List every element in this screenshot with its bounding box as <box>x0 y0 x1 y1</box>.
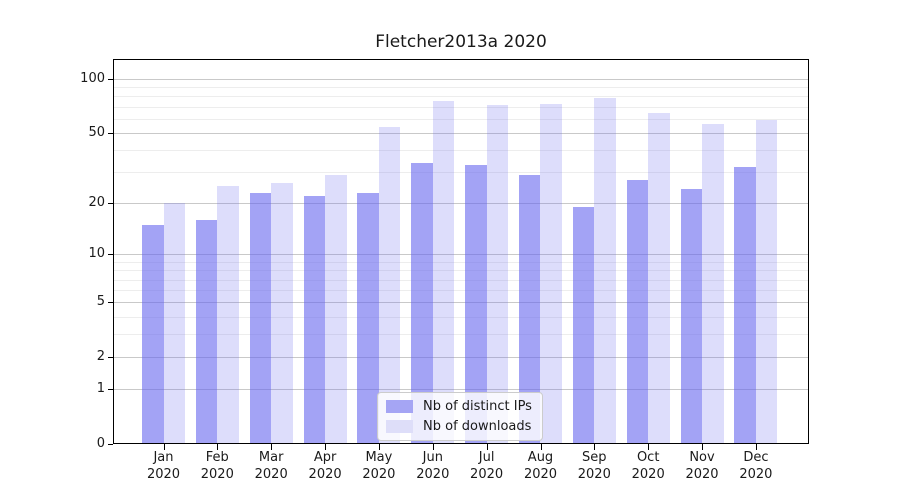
gridline-major-100 <box>113 78 809 80</box>
legend-item-downloads: Nb of downloads <box>386 419 532 434</box>
legend-label-downloads: Nb of downloads <box>423 419 532 434</box>
bar-downloads-jan-2020 <box>163 203 185 444</box>
x-tick-mark-7 <box>486 444 488 450</box>
bar-downloads-dec-2020 <box>755 120 778 444</box>
x-tick-mark-8 <box>540 444 542 450</box>
bar-distinct-ips-aug-2020 <box>518 174 541 444</box>
x-tick-mark-10 <box>648 444 650 450</box>
legend-patch-ips-swatch <box>386 400 413 413</box>
gridline-minor-8 <box>113 270 809 272</box>
y-tick-label-0: 0 <box>96 436 105 451</box>
y-tick-label-5: 5 <box>96 294 105 310</box>
bar-downloads-apr-2020 <box>325 174 347 444</box>
y-tick-mark-0 <box>108 444 113 446</box>
bar-distinct-ips-jan-2020 <box>142 224 164 444</box>
bar-distinct-ips-may-2020 <box>357 192 379 444</box>
bar-distinct-ips-nov-2020 <box>680 189 702 444</box>
y-tick-mark-5 <box>108 302 113 304</box>
bar-distinct-ips-feb-2020 <box>195 219 218 444</box>
bar-distinct-ips-dec-2020 <box>734 167 756 444</box>
legend-patch-downloads-swatch <box>386 420 413 433</box>
y-tick-mark-1 <box>108 389 113 391</box>
bar-downloads-nov-2020 <box>702 124 724 444</box>
y-tick-label-20: 20 <box>88 195 105 211</box>
bar-distinct-ips-oct-2020 <box>626 180 649 444</box>
y-tick-mark-20 <box>108 203 113 205</box>
bar-downloads-mar-2020 <box>271 183 293 444</box>
x-tick-mark-2 <box>217 444 219 450</box>
bar-downloads-jun-2020 <box>432 101 455 444</box>
x-tick-label-dec-2020: Dec 2020 <box>739 450 773 482</box>
x-tick-mark-4 <box>325 444 327 450</box>
y-tick-label-2: 2 <box>96 349 105 365</box>
legend-label-distinct-ips: Nb of distinct IPs <box>423 399 532 414</box>
gridline-minor-90 <box>113 87 809 89</box>
x-tick-label-apr-2020: Apr 2020 <box>308 450 342 482</box>
bar-downloads-may-2020 <box>378 127 401 444</box>
gridline-minor-7 <box>113 279 809 281</box>
x-tick-label-nov-2020: Nov 2020 <box>685 450 719 482</box>
y-tick-label-10: 10 <box>88 246 105 262</box>
gridline-major-20 <box>113 203 809 205</box>
gridline-major-50 <box>113 133 809 134</box>
legend-item-distinct-ips: Nb of distinct IPs <box>386 399 532 414</box>
y-tick-label-50: 50 <box>88 125 105 140</box>
y-tick-mark-100 <box>108 78 113 81</box>
gridline-minor-6 <box>113 290 809 292</box>
gridline-minor-40 <box>113 150 809 152</box>
x-tick-mark-11 <box>702 444 704 450</box>
x-tick-label-jan-2020: Jan 2020 <box>146 450 181 482</box>
x-tick-label-jun-2020: Jun 2020 <box>416 450 450 482</box>
bar-distinct-ips-mar-2020 <box>249 192 272 444</box>
y-tick-label-100: 100 <box>80 70 105 86</box>
bar-downloads-aug-2020 <box>540 103 562 444</box>
bar-downloads-jul-2020 <box>486 104 509 444</box>
y-tick-mark-2 <box>108 357 113 359</box>
chart-title: Fletcher2013a 2020 <box>375 32 547 52</box>
y-tick-label-1: 1 <box>96 381 105 397</box>
plot-area <box>113 59 809 444</box>
gridline-minor-70 <box>113 106 809 108</box>
x-tick-label-aug-2020: Aug 2020 <box>523 450 558 482</box>
x-tick-label-mar-2020: Mar 2020 <box>254 450 288 482</box>
bar-distinct-ips-jun-2020 <box>411 162 433 444</box>
gridline-major-2 <box>113 357 809 359</box>
gridline-major-1 <box>113 389 809 391</box>
bar-distinct-ips-apr-2020 <box>303 196 326 444</box>
x-tick-mark-6 <box>432 444 434 450</box>
bar-downloads-feb-2020 <box>217 186 239 444</box>
gridline-minor-80 <box>113 96 809 98</box>
bar-distinct-ips-jul-2020 <box>465 165 487 444</box>
gridline-minor-9 <box>113 261 809 263</box>
y-tick-mark-50 <box>108 133 113 135</box>
gridline-minor-3 <box>113 334 809 336</box>
gridline-minor-30 <box>113 172 809 174</box>
gridline-minor-60 <box>113 118 809 120</box>
bar-downloads-sep-2020 <box>594 98 616 444</box>
legend: Nb of distinct IPs Nb of downloads <box>377 392 543 441</box>
x-tick-mark-9 <box>594 444 596 450</box>
x-tick-mark-5 <box>378 444 381 450</box>
x-tick-label-sep-2020: Sep 2020 <box>577 450 611 482</box>
x-tick-label-may-2020: May 2020 <box>362 450 396 482</box>
x-tick-mark-12 <box>755 444 758 450</box>
x-tick-label-feb-2020: Feb 2020 <box>200 450 234 482</box>
x-tick-label-jul-2020: Jul 2020 <box>470 450 504 482</box>
bar-distinct-ips-sep-2020 <box>572 207 595 444</box>
y-tick-mark-10 <box>108 254 113 256</box>
bar-downloads-oct-2020 <box>648 112 670 444</box>
gridline-major-5 <box>113 302 809 304</box>
x-tick-mark-1 <box>163 444 165 450</box>
gridline-major-10 <box>113 254 809 256</box>
gridline-minor-4 <box>113 316 809 318</box>
x-tick-label-oct-2020: Oct 2020 <box>631 450 665 482</box>
x-tick-mark-3 <box>271 444 273 450</box>
